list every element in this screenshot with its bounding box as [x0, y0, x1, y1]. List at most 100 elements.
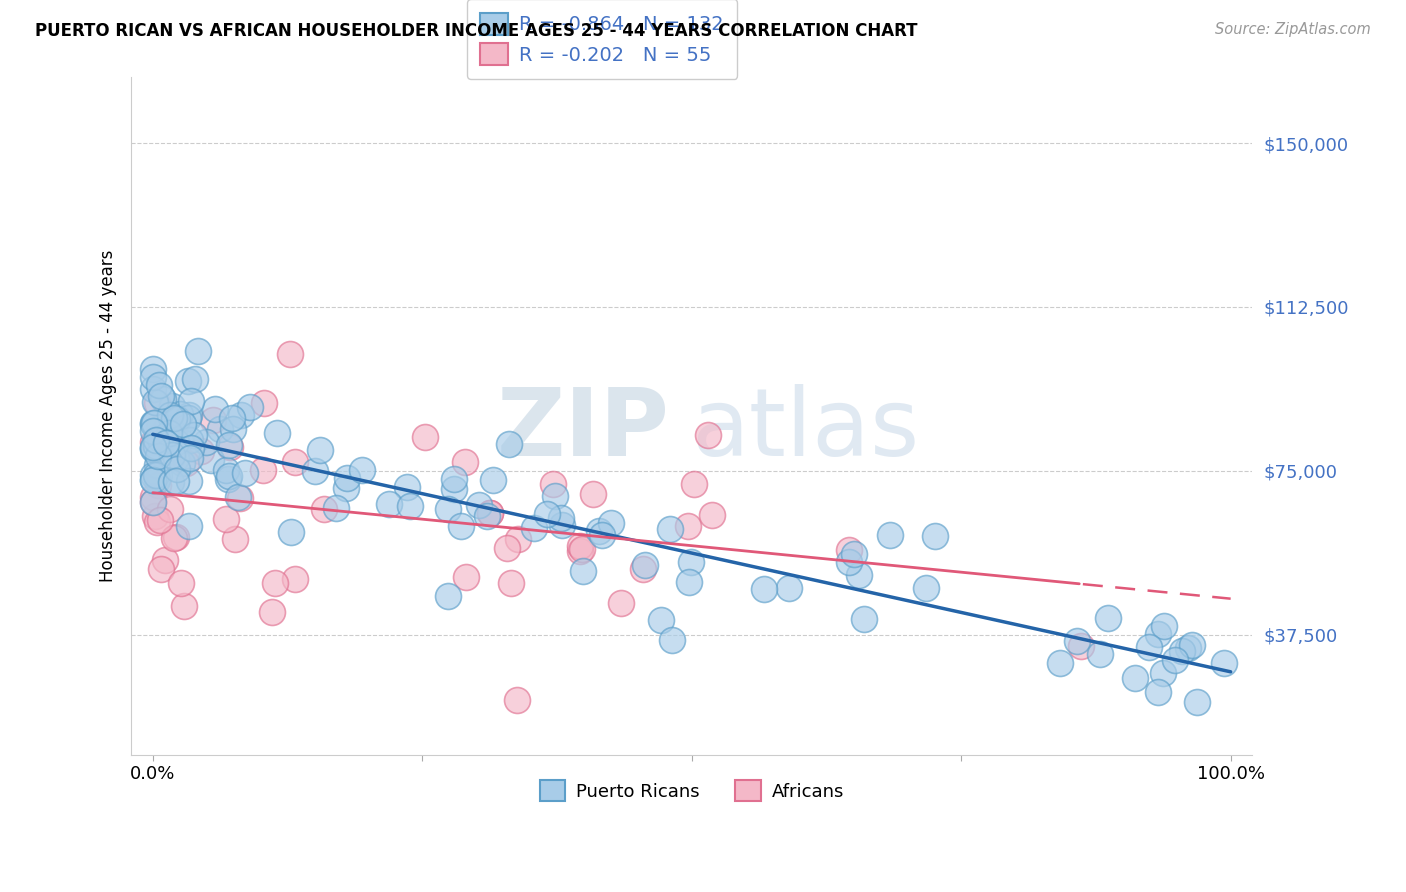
Legend: Puerto Ricans, Africans: Puerto Ricans, Africans [527, 767, 856, 814]
Point [304, 464, 326, 478]
Point [634, 558, 657, 572]
Point [149, 562, 172, 576]
Point [177, 408, 200, 422]
Point [262, 606, 284, 620]
Point [413, 430, 436, 444]
Point [229, 408, 252, 422]
Point [146, 516, 169, 530]
Point [523, 521, 546, 535]
Point [142, 495, 165, 509]
Point [153, 553, 176, 567]
Point [179, 433, 201, 447]
Point [325, 501, 347, 516]
Point [215, 463, 238, 477]
Point [399, 500, 422, 514]
Point [142, 369, 165, 384]
Point [177, 410, 200, 425]
Point [610, 596, 633, 610]
Point [468, 498, 491, 512]
Point [184, 371, 207, 385]
Point [697, 427, 720, 442]
Point [142, 417, 165, 432]
Point [1070, 639, 1092, 653]
Point [395, 480, 418, 494]
Point [443, 472, 465, 486]
Point [683, 476, 706, 491]
Point [1181, 638, 1204, 652]
Point [541, 477, 564, 491]
Point [155, 421, 177, 435]
Point [170, 575, 193, 590]
Point [174, 456, 197, 470]
Point [778, 581, 800, 595]
Point [176, 374, 198, 388]
Point [142, 473, 165, 487]
Point [661, 632, 683, 647]
Point [163, 425, 186, 440]
Point [752, 582, 775, 597]
Point [215, 511, 238, 525]
Point [148, 478, 170, 492]
Point [700, 508, 723, 523]
Point [853, 612, 876, 626]
Point [650, 613, 672, 627]
Point [228, 491, 250, 505]
Point [678, 519, 700, 533]
Point [284, 455, 307, 469]
Point [146, 474, 169, 488]
Point [1153, 619, 1175, 633]
Point [160, 475, 183, 489]
Point [498, 437, 520, 451]
Point [314, 502, 336, 516]
Point [1152, 665, 1174, 680]
Point [183, 428, 205, 442]
Point [190, 444, 212, 458]
Point [335, 481, 357, 495]
Point [173, 599, 195, 613]
Point [180, 393, 202, 408]
Point [148, 377, 170, 392]
Point [149, 446, 172, 460]
Point [177, 519, 200, 533]
Point [218, 440, 240, 454]
Point [142, 416, 165, 430]
Point [506, 532, 529, 546]
Point [162, 400, 184, 414]
Point [501, 575, 523, 590]
Point [163, 532, 186, 546]
Point [838, 555, 860, 569]
Point [160, 449, 183, 463]
Point [475, 508, 498, 523]
Point [145, 439, 167, 453]
Point [278, 347, 301, 361]
Point [837, 543, 859, 558]
Point [1049, 657, 1071, 671]
Point [378, 497, 401, 511]
Point [1212, 656, 1234, 670]
Point [159, 501, 181, 516]
Point [169, 407, 191, 421]
Point [263, 576, 285, 591]
Point [148, 468, 170, 483]
Point [252, 463, 274, 477]
Point [1097, 611, 1119, 625]
Point [142, 473, 165, 487]
Point [679, 555, 702, 569]
Point [165, 434, 187, 449]
Point [149, 432, 172, 446]
Point [142, 417, 165, 432]
Point [280, 524, 302, 539]
Point [218, 468, 240, 483]
Point [571, 541, 593, 556]
Point [221, 410, 243, 425]
Point [165, 530, 187, 544]
Point [569, 539, 592, 553]
Point [149, 389, 172, 403]
Point [658, 522, 681, 536]
Point [1123, 671, 1146, 685]
Point [631, 562, 654, 576]
Point [536, 508, 558, 522]
Point [152, 392, 174, 406]
Point [142, 468, 165, 483]
Point [226, 490, 249, 504]
